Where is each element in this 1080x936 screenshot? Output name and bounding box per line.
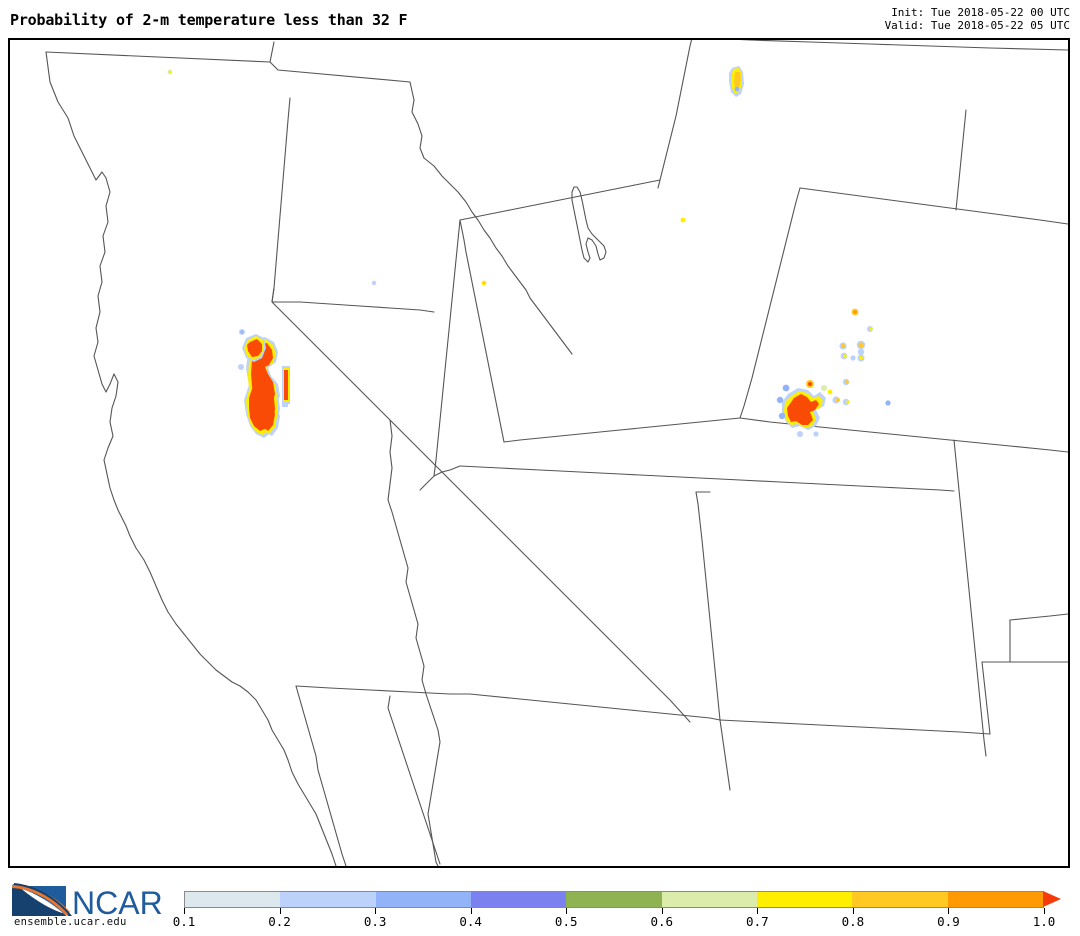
colorbar-tick-label-7: 0.8	[841, 914, 865, 929]
footer: NCAR ensemble.ucar.edu 0.1 0.2 0.3 0.4 0.5 0.…	[0, 872, 1080, 936]
colorbar-band-4	[566, 892, 662, 907]
colorbar-tick-label-2: 0.3	[363, 914, 387, 929]
colorbar-tick-1	[279, 908, 281, 914]
colorbar-tick-label-9: 1.0	[1032, 914, 1056, 929]
colorbar-tick-0	[184, 908, 185, 914]
feature-idaho-sawtooth	[729, 66, 744, 97]
init-time-label: Init: Tue 2018-05-22 00 UTC	[891, 6, 1070, 19]
colorbar-tick-label-0: 0.1	[172, 914, 196, 929]
page-title: Probability of 2-m temperature less than…	[10, 11, 408, 29]
colorbar-tick-label-8: 0.9	[937, 914, 960, 929]
colorbar-tick-2	[375, 908, 377, 914]
logo-mark-dark	[12, 886, 66, 916]
ncar-logo[interactable]: NCAR	[6, 876, 171, 934]
colorbar-band-7	[852, 892, 948, 907]
colorbar-tick-5	[661, 908, 663, 914]
probability-map	[45, 40, 1068, 866]
map-frame	[8, 38, 1070, 868]
ncar-logo-svg: NCAR	[12, 883, 163, 921]
colorbar-tick-label-3: 0.4	[459, 914, 482, 929]
logo-url[interactable]: ensemble.ucar.edu	[14, 916, 127, 928]
feature-sierra-nevada-main	[244, 337, 280, 438]
colorbar-bands	[184, 891, 1044, 908]
colorbar-band-2	[375, 892, 471, 907]
colorbar: 0.1 0.2 0.3 0.4 0.5 0.6 0.7 0.8 0.9 1.0	[173, 891, 1064, 933]
colorbar-tick-label-4: 0.5	[554, 914, 578, 929]
colorbar-band-0	[185, 892, 281, 907]
colorbar-band-5	[661, 892, 757, 907]
feature-colorado-front-range	[680, 217, 891, 406]
colorbar-tick-3	[470, 908, 472, 914]
feature-white-mountains-strip	[282, 366, 290, 407]
colorbar-band-1	[280, 892, 376, 907]
probability-field	[167, 66, 891, 438]
colorbar-band-3	[470, 892, 567, 907]
feature-isolated-cells-west	[167, 69, 487, 286]
feature-colorado-rockies-main	[776, 380, 850, 437]
colorbar-tick-6	[757, 908, 759, 914]
colorbar-tick-7	[852, 908, 854, 914]
colorbar-extend-arrow	[1043, 891, 1061, 907]
state-boundaries	[45, 40, 1068, 866]
colorbar-tick-label-6: 0.7	[746, 914, 769, 929]
colorbar-band-8	[947, 892, 1043, 907]
colorbar-tick-label-5: 0.6	[650, 914, 674, 929]
forecast-metadata: Init: Tue 2018-05-22 00 UTC Valid: Tue 2…	[885, 6, 1070, 32]
colorbar-band-6	[756, 892, 853, 907]
colorbar-tick-label-1: 0.2	[268, 914, 291, 929]
logo-mark-blue	[12, 886, 66, 916]
colorbar-tick-9	[1044, 908, 1045, 914]
colorbar-tick-4	[566, 908, 568, 914]
logo-wordmark: NCAR	[72, 885, 163, 921]
feature-sierra-nevada-north	[238, 329, 266, 370]
colorbar-tick-8	[948, 908, 950, 914]
valid-time-label: Valid: Tue 2018-05-22 05 UTC	[884, 19, 1070, 32]
